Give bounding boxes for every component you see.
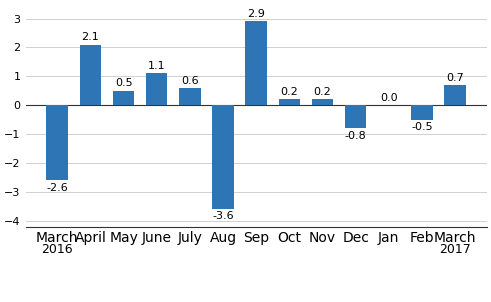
- Text: 2.1: 2.1: [82, 32, 99, 42]
- Bar: [411, 105, 433, 120]
- Text: -0.5: -0.5: [411, 122, 433, 132]
- Text: 0.0: 0.0: [380, 93, 398, 103]
- Bar: [80, 45, 101, 105]
- Text: 1.1: 1.1: [148, 61, 165, 71]
- Text: 2016: 2016: [41, 243, 73, 256]
- Text: 0.7: 0.7: [446, 73, 464, 83]
- Bar: [345, 105, 366, 128]
- Text: -0.8: -0.8: [345, 131, 366, 141]
- Text: 2017: 2017: [439, 243, 471, 256]
- Text: 0.2: 0.2: [280, 87, 298, 97]
- Bar: [146, 73, 167, 105]
- Text: -2.6: -2.6: [46, 183, 68, 193]
- Text: 0.2: 0.2: [314, 87, 331, 97]
- Bar: [113, 91, 135, 105]
- Bar: [444, 85, 466, 105]
- Text: 0.5: 0.5: [115, 79, 133, 88]
- Bar: [47, 105, 68, 180]
- Bar: [212, 105, 234, 209]
- Text: 0.6: 0.6: [181, 76, 199, 85]
- Bar: [278, 99, 300, 105]
- Bar: [246, 21, 267, 105]
- Text: -3.6: -3.6: [212, 211, 234, 221]
- Text: 2.9: 2.9: [247, 9, 265, 19]
- Bar: [179, 88, 201, 105]
- Bar: [312, 99, 333, 105]
